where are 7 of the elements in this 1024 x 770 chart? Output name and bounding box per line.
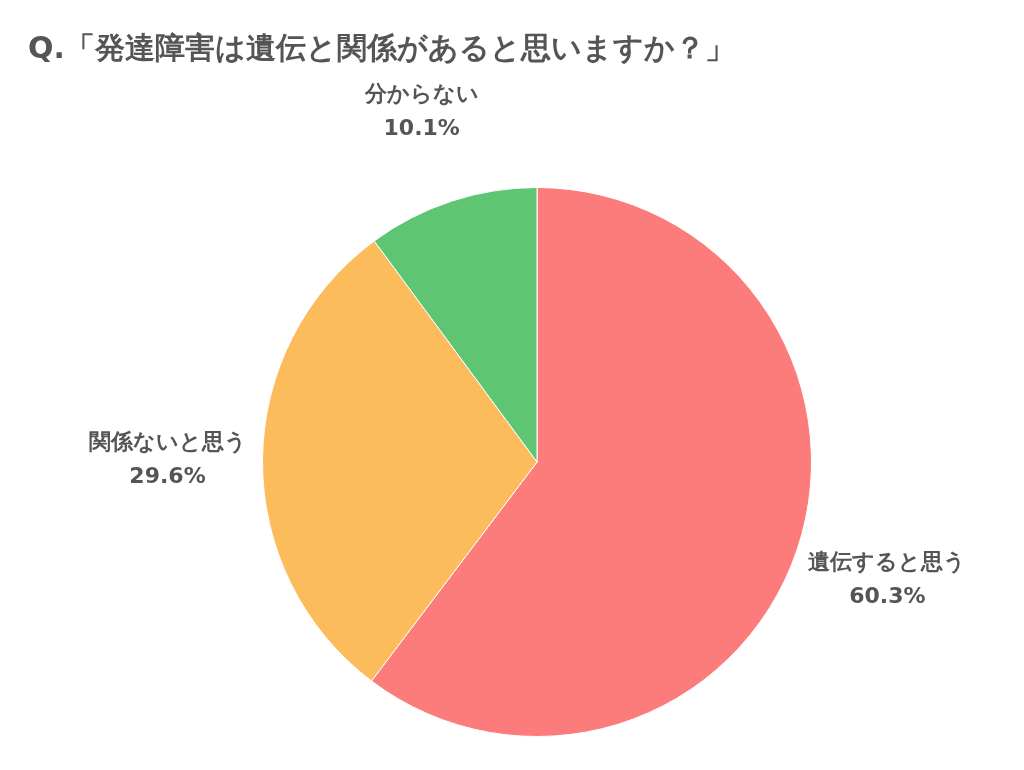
slice-label: 関係ないと思う [88, 429, 247, 455]
slice-label: 遺伝すると思う [808, 549, 967, 575]
slice-label: 分からない [363, 80, 479, 106]
data-label: 10.1% [383, 114, 460, 140]
data-label: 60.3% [849, 583, 926, 609]
chart-title: Q.「発達障害は遺伝と関係があると思いますか？」 [28, 29, 735, 67]
data-label: 29.6% [129, 463, 206, 489]
